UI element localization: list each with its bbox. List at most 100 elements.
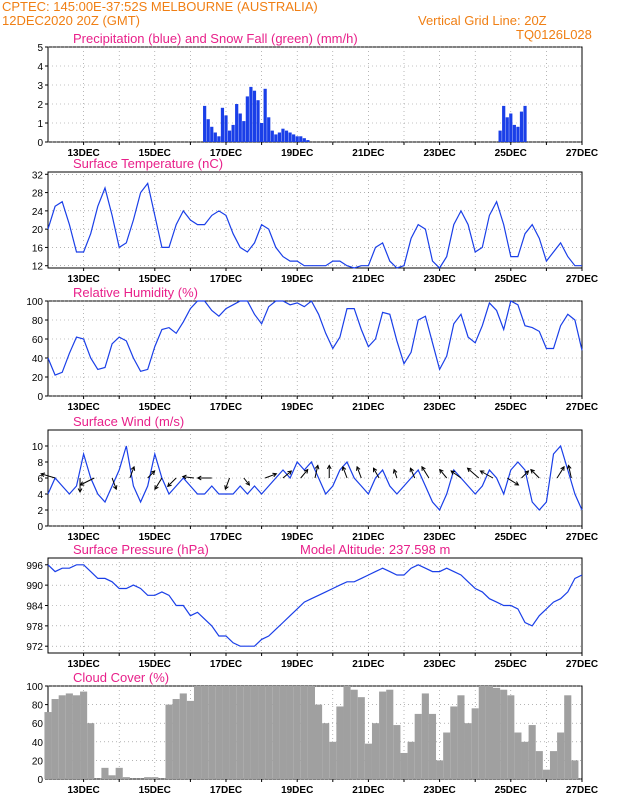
x-tick-label: 17DEC xyxy=(210,148,242,159)
cloud-bar xyxy=(65,693,73,779)
wind-arrow-head xyxy=(479,470,485,475)
x-tick-label: 17DEC xyxy=(210,274,242,285)
precip-bar xyxy=(203,105,207,142)
x-tick-label: 17DEC xyxy=(210,785,242,796)
wind-arrow-head xyxy=(356,465,361,471)
cloud-bar xyxy=(507,695,515,779)
x-tick-label: 15DEC xyxy=(139,659,171,670)
cloud-bar xyxy=(386,689,394,779)
y-tick-label: 996 xyxy=(26,561,43,572)
station-title: CPTEC: 145:00E-37:52S MELBOURNE (AUSTRAL… xyxy=(2,0,318,14)
x-tick-label: 27DEC xyxy=(566,532,598,543)
precip-bar xyxy=(270,130,274,142)
x-tick-label: 27DEC xyxy=(566,148,598,159)
y-tick-label: 4 xyxy=(37,490,43,501)
x-tick-label: 15DEC xyxy=(139,148,171,159)
y-tick-label: 984 xyxy=(26,602,43,613)
cloud-bar xyxy=(571,760,579,779)
run-time: 12DEC2020 20Z (GMT) xyxy=(2,13,140,28)
wind-arrow xyxy=(530,469,540,479)
precip-bar xyxy=(512,124,516,142)
wind-arrow-head xyxy=(392,468,398,474)
x-tick-label: 21DEC xyxy=(352,402,384,413)
cloud-bar xyxy=(300,686,308,779)
x-tick-label: 21DEC xyxy=(352,274,384,285)
precip-bar xyxy=(509,113,513,142)
wind-arrow xyxy=(568,465,572,479)
x-tick-label: 27DEC xyxy=(566,785,598,796)
x-tick-label: 17DEC xyxy=(210,402,242,413)
cloud-bar xyxy=(307,686,315,779)
y-tick-label: 80 xyxy=(32,316,44,327)
precip-bar xyxy=(249,86,253,142)
cloud-bar xyxy=(329,741,337,779)
wind-arrow xyxy=(40,473,56,479)
panel-title: Surface Pressure (hPa) xyxy=(73,542,209,557)
x-tick-label: 25DEC xyxy=(495,148,527,159)
x-tick-label: 15DEC xyxy=(139,785,171,796)
x-tick-label: 17DEC xyxy=(210,659,242,670)
x-tick-label: 13DEC xyxy=(67,785,99,796)
precip-bar xyxy=(302,138,306,142)
wind-arrow-head xyxy=(112,485,118,491)
y-tick-label: 28 xyxy=(32,189,44,200)
y-tick-label: 0 xyxy=(37,775,43,786)
panel-subtitle: Model Altitude: 237.598 m xyxy=(300,542,450,557)
cloud-bar xyxy=(87,723,95,779)
x-tick-label: 15DEC xyxy=(139,532,171,543)
cloud-bar xyxy=(51,699,59,779)
cloud-bar xyxy=(193,686,202,779)
wind-arrow xyxy=(467,467,480,479)
cloud-bar xyxy=(44,712,52,779)
x-tick-label: 13DEC xyxy=(67,148,99,159)
y-tick-label: 8 xyxy=(37,458,43,469)
precip-bar xyxy=(519,111,524,142)
wind-arrow xyxy=(410,468,416,479)
y-tick-label: 12 xyxy=(32,262,44,273)
x-tick-label: 23DEC xyxy=(423,274,455,285)
x-tick-label: 21DEC xyxy=(352,532,384,543)
y-tick-label: 40 xyxy=(32,354,44,365)
x-tick-label: 27DEC xyxy=(566,274,598,285)
series-line xyxy=(47,444,583,512)
wind-arrow xyxy=(521,470,529,479)
wind-arrow xyxy=(421,466,430,479)
y-tick-label: 24 xyxy=(32,207,44,218)
x-tick-label: 25DEC xyxy=(495,532,527,543)
y-tick-label: 5 xyxy=(37,43,43,54)
y-tick-label: 100 xyxy=(26,682,43,693)
y-tick-label: 0 xyxy=(37,522,43,533)
precip-bar xyxy=(210,126,214,142)
cloud-bar xyxy=(428,713,437,779)
cloud-bar xyxy=(421,693,429,779)
panel-1: 13DEC 15DEC 17DEC 19DEC 21DEC 23DEC 25DEC 27DEC… xyxy=(37,31,598,159)
wind-arrow-head xyxy=(245,480,251,486)
cloud-bar xyxy=(315,704,323,779)
wind-arrow-head xyxy=(303,468,309,474)
wind-arrow-head xyxy=(450,470,456,475)
cloud-bar xyxy=(265,686,273,779)
x-tick-label: 25DEC xyxy=(495,274,527,285)
wind-arrow xyxy=(147,470,156,479)
cloud-bar xyxy=(500,689,508,779)
cloud-bar xyxy=(179,693,187,779)
wind-arrow-head xyxy=(560,465,565,471)
cloud-bar xyxy=(400,752,408,779)
cloud-bar xyxy=(457,695,465,779)
x-tick-label: 13DEC xyxy=(67,659,99,670)
cloud-bar xyxy=(322,723,330,779)
wind-arrow xyxy=(393,469,398,479)
cloud-bar xyxy=(236,686,244,779)
precip-bar xyxy=(277,132,282,142)
x-tick-label: 19DEC xyxy=(281,148,313,159)
precip-bar xyxy=(206,119,210,142)
cloud-bar xyxy=(528,725,536,779)
x-tick-label: 23DEC xyxy=(423,532,455,543)
cloud-bar xyxy=(535,751,543,779)
cloud-bar xyxy=(443,732,451,779)
y-tick-label: 4 xyxy=(37,62,43,73)
cloud-bar xyxy=(471,708,479,779)
cloud-bar xyxy=(350,689,358,779)
wind-arrow xyxy=(80,477,95,486)
wind-arrow-head xyxy=(150,470,156,475)
